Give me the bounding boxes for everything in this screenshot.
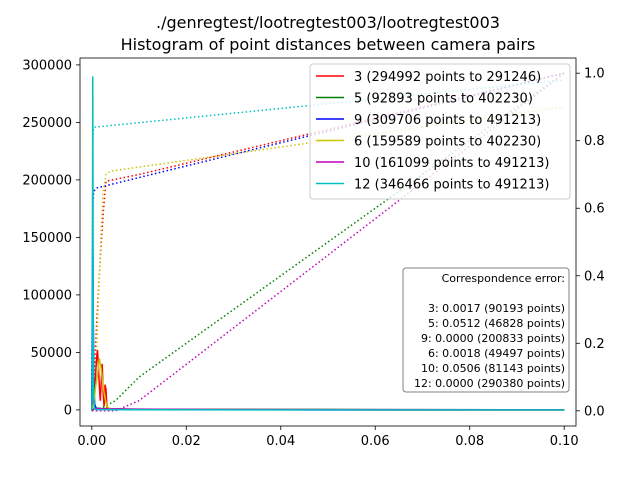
y-tick-label: 150000 <box>22 231 72 246</box>
y-tick-label: 250000 <box>22 116 72 131</box>
x-tick-label: 0.00 <box>77 434 106 449</box>
correspondence-error-line: 6: 0.0018 (49497 points) <box>428 347 565 360</box>
y-axis-right: 0.0 0.2 0.4 0.6 0.8 1.0 <box>576 67 605 419</box>
x-tick-label: 0.08 <box>455 434 484 449</box>
legend-label: 5 (92893 points to 402230) <box>354 92 533 107</box>
x-tick-label: 0.06 <box>361 434 390 449</box>
correspondence-error-frame <box>402 267 570 393</box>
correspondence-error-title: Correspondence error: <box>442 272 565 285</box>
y2-tick-label: 0.6 <box>584 202 605 217</box>
y2-tick-label: 0.2 <box>584 337 605 352</box>
x-tick-label: 0.04 <box>266 434 295 449</box>
y2-tick-label: 0.0 <box>584 404 605 419</box>
legend-label: 10 (161099 points to 491213) <box>354 156 549 171</box>
legend-label: 6 (159589 points to 402230) <box>354 135 541 150</box>
correspondence-error-box: Correspondence error: 3: 0.0017 (90193 po… <box>402 267 570 393</box>
legend-label: 3 (294992 points to 291246) <box>354 70 541 85</box>
y-axis-left: 0 50000 100000 150000 200000 250000 300000 <box>22 58 80 418</box>
y-tick-label: 300000 <box>22 58 72 73</box>
axes-frame <box>79 57 577 427</box>
legend-label: 9 (309706 points to 491213) <box>354 113 541 128</box>
y-tick-label: 100000 <box>22 288 72 303</box>
x-tick-label: 0.02 <box>172 434 201 449</box>
correspondence-error-line: 9: 0.0000 (200833 points) <box>421 332 565 345</box>
y-tick-label: 50000 <box>31 346 72 361</box>
chart-subtitle: Histogram of point distances between cam… <box>121 35 536 54</box>
legend: 3 (294992 points to 291246) 5 (92893 poin… <box>309 63 571 200</box>
legend-box <box>309 63 571 200</box>
x-tick-label: 0.10 <box>550 434 579 449</box>
correspondence-error-line: 3: 0.0017 (90193 points) <box>428 302 565 315</box>
series-cumulative-line-2 <box>91 72 565 411</box>
y2-tick-label: 1.0 <box>584 67 605 82</box>
y2-tick-label: 0.8 <box>584 134 605 149</box>
series-histogram-line-5 <box>91 76 565 411</box>
chart-title: ./genregtest/lootregtest003/lootregtest0… <box>156 13 500 32</box>
series-layer <box>91 72 565 412</box>
correspondence-error-line: 10: 0.0506 (81143 points) <box>421 362 565 375</box>
x-axis: 0.00 0.02 0.04 0.06 0.08 0.10 <box>77 426 579 449</box>
correspondence-error-line: 5: 0.0512 (46828 points) <box>428 317 565 330</box>
correspondence-error-line: 12: 0.0000 (290380 points) <box>414 377 565 390</box>
y2-tick-label: 0.4 <box>584 269 605 284</box>
plot-frame <box>79 57 577 427</box>
legend-label: 12 (346466 points to 491213) <box>354 178 549 193</box>
y-tick-label: 200000 <box>22 173 72 188</box>
series-cumulative-line-3 <box>91 106 565 411</box>
series-cumulative-line-4 <box>91 72 565 412</box>
y-tick-label: 0 <box>64 403 72 418</box>
